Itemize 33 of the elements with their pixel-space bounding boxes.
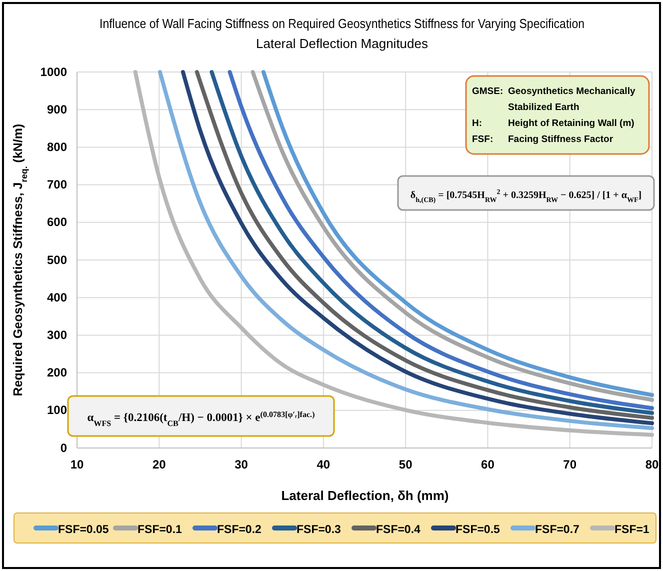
x-tick-label: 80 (645, 458, 659, 472)
x-tick-label: 30 (234, 458, 248, 472)
x-tick-label: 10 (70, 458, 84, 472)
y-tick-label: 700 (46, 178, 68, 192)
annotation: GMSE: Geosynthetics Mechanically Stabilized Earth (472, 86, 636, 113)
formula-box: δ$_{h,(CB)}$ = [0.7545H$_{RW}$$^{2}$ + 0.3259H$_{RW}$ − 0.625] / [1 + α$_{WF}$] (397, 175, 655, 211)
x-tick-label: 60 (481, 458, 495, 472)
y-tick-label: 900 (46, 102, 68, 116)
x-tick-label: 70 (563, 458, 577, 472)
legend-label: FSF=0.5 (456, 524, 501, 536)
legend-label: FSF=1 (614, 524, 650, 536)
legend-label: FSF=0.7 (535, 524, 580, 536)
legend-label: FSF=0.3 (296, 524, 341, 536)
annotation: α$_{WFS}$ = {0.2106(t$_{CB}$/H) − 0.0001} × e$^{(0.0783[φ′ᵣ]fac.)}$ (87, 410, 316, 428)
y-tick-label: 0 (60, 440, 68, 455)
y-tick-label: 200 (46, 366, 68, 380)
x-tick-label: 50 (398, 458, 413, 472)
y-tick-label: 100 (46, 403, 68, 418)
y-tick-label: 500 (46, 252, 68, 267)
formula-box: α$_{WFS}$ = {0.2106(t$_{CB}$/H) − 0.0001} × e$^{(0.0783[φ′ᵣ]fac.)}$ (67, 395, 335, 437)
x-tick-label: 40 (316, 458, 330, 472)
legend-label: FSF=0.4 (376, 524, 422, 536)
legend-label: FSF=0.05 (58, 524, 110, 536)
legend-note-box: GMSE: Geosynthetics Mechanically Stabilized Earth H: Height of Retaining Wall (m) FSF: Facing Stiffness Factor (465, 75, 650, 155)
y-tick-label: 1000 (40, 64, 68, 79)
x-tick-label: 20 (152, 458, 166, 472)
y-tick-label: 400 (46, 290, 68, 304)
y-tick-label: 300 (46, 328, 68, 342)
y-tick-label: 600 (46, 215, 68, 230)
y-tick-label: 800 (46, 140, 68, 154)
legend-label: FSF=0.1 (138, 524, 183, 536)
legend-label: FSF=0.2 (217, 524, 262, 536)
x-axis-title: Lateral Deflection, δh (mm) (281, 488, 449, 503)
